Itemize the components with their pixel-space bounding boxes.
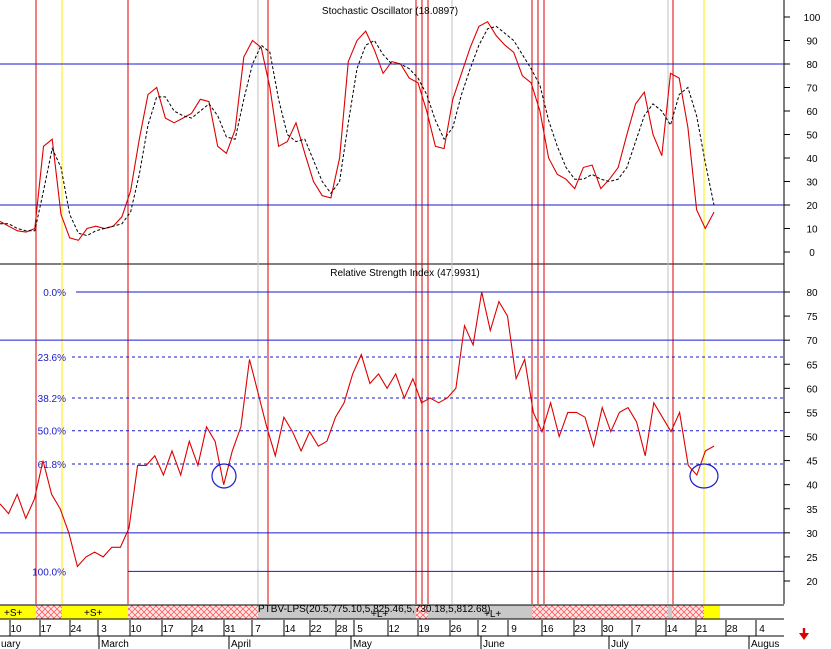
x-tick-label: 14 [284, 624, 296, 635]
stochastic-d-line [0, 25, 715, 237]
x-tick-label: 14 [666, 624, 678, 635]
month-label: uary [1, 639, 20, 649]
month-label: May [353, 639, 372, 649]
y-tick-label: 30 [806, 178, 818, 189]
strip-long-label: +L+ [371, 609, 388, 620]
circle-marker [689, 463, 719, 489]
x-tick-label: 17 [162, 624, 174, 635]
strip-hatch-segment [128, 605, 258, 619]
y-tick-label: 30 [806, 529, 818, 540]
date-axis: 10 17 24 3 10 17 24 31 7 14 22 28 5 12 19 26 2 9 16 23 30 7 14… [0, 620, 784, 649]
y-tick-label: 80 [806, 60, 818, 71]
strip-buy-segment [0, 605, 36, 619]
strip-long-segment [258, 605, 416, 619]
x-tick-label: 26 [450, 624, 462, 635]
x-tick-label: 23 [574, 624, 586, 635]
x-tick-label: 10 [130, 624, 142, 635]
y-tick-label: 70 [806, 336, 818, 347]
x-tick-label: 28 [336, 624, 348, 635]
strip-hatch-segment [416, 605, 428, 619]
strip-hatch-segment [672, 605, 704, 619]
x-tick-label: 28 [726, 624, 738, 635]
strip-buy-segment [62, 605, 128, 619]
x-tick-label: 2 [481, 624, 487, 635]
month-label: June [483, 639, 505, 649]
y-tick-label: 35 [806, 505, 818, 516]
strip-gray-segment [668, 605, 672, 619]
fibonacci-levels: 0.0% 23.6% 38.2% 50.0% 61.8% 100.0% [32, 288, 784, 578]
y-tick-label: 75 [806, 312, 818, 323]
y-tick-label: 40 [806, 481, 818, 492]
y-tick-label: 55 [806, 408, 818, 419]
month-label: March [101, 639, 129, 649]
x-tick-label: 22 [310, 624, 322, 635]
x-tick-label: 24 [70, 624, 82, 635]
x-tick-label: 12 [388, 624, 400, 635]
x-tick-label: 17 [40, 624, 52, 635]
x-tick-label: 16 [542, 624, 554, 635]
stochastic-title: Stochastic Oscillator (18.0897) [322, 6, 458, 17]
rsi-reference-lines [0, 339, 784, 534]
y-tick-label: 0 [809, 248, 815, 259]
stochastic-k-line [0, 20, 715, 241]
x-tick-label: 7 [635, 624, 641, 635]
y-tick-label: 10 [806, 225, 818, 236]
y-tick-label: 70 [806, 84, 818, 95]
rsi-title: Relative Strength Index (47.9931) [330, 268, 480, 279]
y-tick-label: 45 [806, 457, 818, 468]
strip-buy-label: +S+ [84, 608, 103, 619]
fibonacci-level-label: 23.6% [38, 353, 66, 364]
fibonacci-level-label: 50.0% [38, 427, 66, 438]
strip-hatch-segment [532, 605, 542, 619]
y-tick-label: 60 [806, 384, 818, 395]
y-tick-label: 65 [806, 360, 818, 371]
strip-long-label: +L+ [484, 609, 501, 620]
signal-strip: +S+ +S+ +L+ +L+ PTBV-LPS(20.5,775.10,5,8… [0, 604, 784, 620]
y-tick-label: 20 [806, 201, 818, 212]
y-tick-label: 100 [804, 13, 821, 24]
y-tick-label: 50 [806, 131, 818, 142]
month-label: Augus [751, 639, 779, 649]
y-tick-label: 50 [806, 433, 818, 444]
rsi-line [0, 291, 715, 568]
fibonacci-level-label: 61.8% [38, 460, 66, 471]
y-tick-label: 25 [806, 553, 818, 564]
x-tick-label: 9 [511, 624, 517, 635]
stochastic-reference-lines [0, 63, 784, 206]
down-arrow-icon[interactable] [799, 628, 809, 640]
rsi-y-axis: 80 75 70 65 60 55 50 45 40 35 30 25 20 [784, 288, 818, 588]
strip-hatch-segment [36, 605, 62, 619]
x-tick-label: 21 [696, 624, 708, 635]
y-tick-label: 60 [806, 107, 818, 118]
signal-vertical-lines [35, 0, 705, 604]
x-tick-label: 4 [759, 624, 765, 635]
x-tick-label: 10 [10, 624, 22, 635]
strip-blank [720, 605, 784, 619]
x-tick-label: 31 [224, 624, 236, 635]
circle-marker [211, 463, 237, 489]
x-tick-label: 7 [255, 624, 261, 635]
y-tick-label: 20 [806, 577, 818, 588]
x-tick-label: 30 [602, 624, 614, 635]
y-tick-label: 90 [806, 37, 818, 48]
fibonacci-level-label: 0.0% [43, 288, 66, 299]
month-label: April [231, 639, 251, 649]
x-tick-label: 19 [418, 624, 430, 635]
y-tick-label: 80 [806, 288, 818, 299]
strip-hatch-segment [542, 605, 668, 619]
month-label: July [611, 639, 629, 649]
fibonacci-level-label: 100.0% [32, 567, 66, 578]
strip-buy-label: +S+ [4, 608, 23, 619]
x-tick-label: 3 [101, 624, 107, 635]
fibonacci-level-label: 38.2% [38, 394, 66, 405]
x-tick-label: 5 [357, 624, 363, 635]
x-tick-label: 24 [192, 624, 204, 635]
y-tick-label: 40 [806, 154, 818, 165]
strip-legend: PTBV-LPS(20.5,775.10,5,825.46,5,730.18,5… [258, 604, 490, 615]
strip-buy-segment [704, 605, 720, 619]
strip-long-segment [428, 605, 532, 619]
